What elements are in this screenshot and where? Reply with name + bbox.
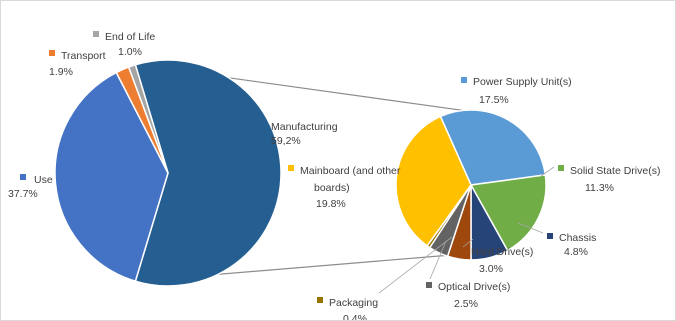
sub-slice-solid-state-drive-s [469,174,547,252]
sub-chassis-leader-line [517,222,544,234]
sub-optical-drive-s-marker [426,282,432,288]
sub-hard-drive-s-leader-line [462,238,474,248]
sub-optical-drive-s-label: Optical Drive(s) 2.5% [438,281,510,310]
sub-power-supply-unit-s-label: Power Supply Unit(s) 17.5% [473,76,572,106]
sub-packaging-leader-line [378,236,453,294]
main-manufacturing-marker [259,122,265,128]
sub-solid-state-drive-s-label: Solid State Drive(s) 11.3% [570,165,660,194]
sub-solid-state-drive-s-leader-line [540,166,555,177]
main-end-of-life-label: End of Life 1.0% [105,31,155,58]
sub-mainboard-and-other-boards-label: Mainboard (and other boards) 19.8% [300,165,401,210]
sub-slice-mainboard-and-other-boards [395,115,472,247]
main-use-label: Use 37.7% [8,174,53,200]
main-transport-label: Transport 1.9% [49,50,106,78]
sub-power-supply-unit-s-marker [461,77,467,83]
main-slice-use [54,71,169,283]
sub-chassis-marker [547,233,553,239]
sub-mainboard-and-other-boards-marker [288,165,294,171]
main-slice-manufacturing [134,59,282,287]
main-slice-end-of-life [127,63,169,174]
sub-hard-drive-s-label: Hard Drive(s) 3.0% [471,246,533,275]
sub-optical-drive-s-leader-line [429,240,447,280]
sub-packaging-marker [317,297,323,303]
sub-slice-power-supply-unit-s [439,109,547,186]
sub-packaging-label: Packaging 0.4% [329,297,378,320]
main-use-marker [20,174,26,180]
main-manufacturing-label: Manufacturing 59,2% [271,121,338,147]
main-transport-marker [49,50,55,56]
sub-chassis-label: Chassis 4.8% [559,232,596,258]
sub-hard-drive-s-marker [459,247,465,253]
sub-solid-state-drive-s-marker [558,165,564,171]
main-end-of-life-marker [93,31,99,37]
